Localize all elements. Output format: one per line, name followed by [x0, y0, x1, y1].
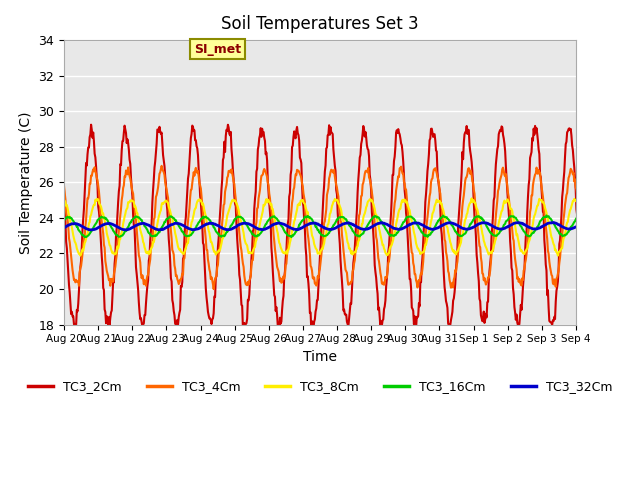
Text: SI_met: SI_met	[194, 43, 241, 56]
TC3_16Cm	[543, 213, 550, 218]
TC3_4Cm	[278, 280, 285, 286]
TC3_2Cm	[557, 213, 565, 218]
TC3_2Cm	[60, 187, 68, 192]
TC3_2Cm	[300, 217, 308, 223]
TC3_8Cm	[574, 203, 582, 208]
TC3_4Cm	[210, 286, 218, 292]
TC3_16Cm	[276, 221, 284, 227]
TC3_16Cm	[60, 218, 68, 224]
TC3_8Cm	[579, 219, 587, 225]
TC3_32Cm	[277, 220, 285, 226]
TC3_8Cm	[277, 244, 285, 250]
TC3_16Cm	[574, 215, 582, 220]
TC3_4Cm	[301, 199, 308, 204]
TC3_8Cm	[468, 195, 476, 201]
Line: TC3_16Cm: TC3_16Cm	[64, 216, 583, 237]
X-axis label: Time: Time	[303, 350, 337, 364]
TC3_16Cm	[131, 214, 139, 219]
Legend: TC3_2Cm, TC3_4Cm, TC3_8Cm, TC3_16Cm, TC3_32Cm: TC3_2Cm, TC3_4Cm, TC3_8Cm, TC3_16Cm, TC3…	[23, 375, 617, 398]
TC3_2Cm	[132, 264, 140, 270]
TC3_2Cm	[579, 307, 587, 312]
TC3_16Cm	[287, 234, 295, 240]
TC3_32Cm	[60, 225, 68, 231]
Line: TC3_8Cm: TC3_8Cm	[64, 198, 583, 256]
TC3_16Cm	[300, 216, 308, 221]
TC3_16Cm	[483, 223, 490, 229]
Line: TC3_2Cm: TC3_2Cm	[64, 125, 583, 330]
Title: Soil Temperatures Set 3: Soil Temperatures Set 3	[221, 15, 419, 33]
Line: TC3_4Cm: TC3_4Cm	[64, 166, 583, 289]
TC3_32Cm	[557, 223, 565, 229]
TC3_2Cm	[277, 321, 285, 326]
TC3_4Cm	[131, 214, 139, 219]
TC3_32Cm	[483, 220, 490, 226]
TC3_8Cm	[300, 201, 308, 206]
TC3_32Cm	[574, 223, 582, 228]
TC3_8Cm	[557, 246, 565, 252]
TC3_4Cm	[574, 201, 582, 207]
TC3_8Cm	[60, 198, 68, 204]
TC3_2Cm	[483, 299, 491, 305]
TC3_2Cm	[307, 327, 315, 333]
TC3_32Cm	[550, 220, 557, 226]
TC3_4Cm	[579, 253, 587, 259]
TC3_8Cm	[132, 205, 140, 211]
TC3_8Cm	[77, 253, 84, 259]
TC3_4Cm	[60, 183, 68, 189]
TC3_16Cm	[579, 214, 587, 219]
TC3_32Cm	[85, 227, 93, 233]
TC3_4Cm	[557, 238, 565, 244]
TC3_16Cm	[557, 232, 565, 238]
TC3_4Cm	[483, 279, 491, 285]
TC3_4Cm	[158, 163, 166, 169]
TC3_8Cm	[483, 248, 491, 253]
TC3_2Cm	[574, 221, 582, 227]
TC3_32Cm	[300, 224, 308, 229]
Line: TC3_32Cm: TC3_32Cm	[64, 223, 583, 230]
TC3_32Cm	[132, 223, 140, 228]
Y-axis label: Soil Temperature (C): Soil Temperature (C)	[19, 111, 33, 253]
TC3_2Cm	[87, 122, 95, 128]
TC3_32Cm	[579, 220, 587, 226]
